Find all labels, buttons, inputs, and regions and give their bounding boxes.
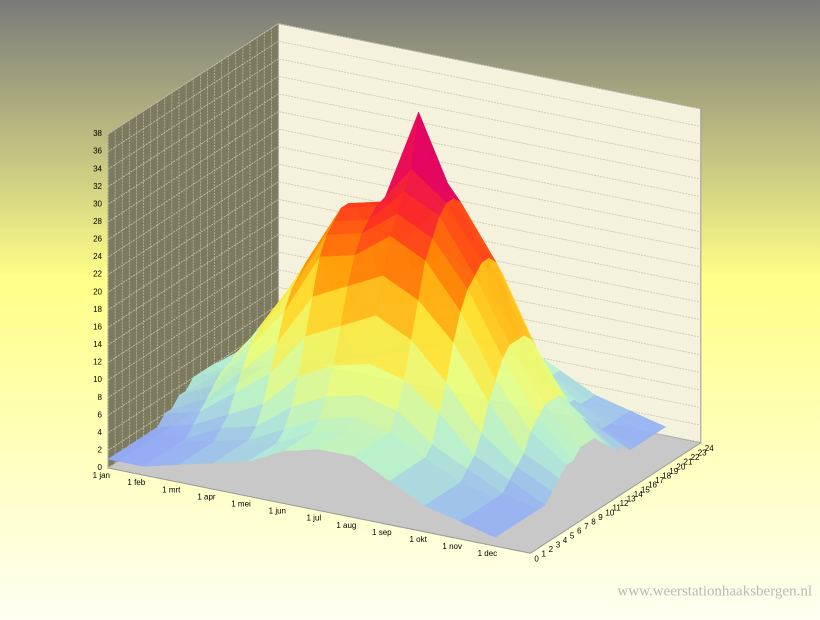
z-tick-label: 8 <box>591 518 596 527</box>
y-tick-label: 32 <box>93 182 102 191</box>
z-tick-label: 18 <box>662 472 671 481</box>
x-tick-label: 1 okt <box>409 535 427 544</box>
y-tick-label: 22 <box>93 270 102 279</box>
y-tick-label: 36 <box>93 147 102 156</box>
y-tick-label: 0 <box>98 463 103 472</box>
z-tick-label: 6 <box>577 527 582 536</box>
z-tick-label: 22 <box>691 453 700 462</box>
y-tick-label: 4 <box>98 428 103 437</box>
grid-line <box>107 198 701 311</box>
y-tick-label: 6 <box>98 410 103 419</box>
surface <box>107 111 667 538</box>
x-tick-label: 1 jan <box>93 471 110 480</box>
y-tick-label: 38 <box>93 129 102 138</box>
z-tick-label: 19 <box>669 467 678 476</box>
y-tick-label: 2 <box>98 446 103 455</box>
y-tick-label: 14 <box>93 340 102 349</box>
z-tick-label: 0 <box>534 554 539 563</box>
y-tick-label: 18 <box>93 305 102 314</box>
z-tick-label: 23 <box>698 449 707 458</box>
y-tick-label: 10 <box>93 375 102 384</box>
x-tick-label: 1 jul <box>307 514 322 523</box>
y-tick-label: 20 <box>93 287 102 296</box>
z-tick-label: 9 <box>598 513 603 522</box>
y-tick-label: 34 <box>93 164 102 173</box>
z-tick-label: 12 <box>620 499 629 508</box>
z-tick-label: 17 <box>655 476 664 485</box>
surface-cell <box>459 516 503 538</box>
watermark: www.weerstationhaaksbergen.nl <box>617 583 812 599</box>
x-tick-label: 1 mrt <box>162 485 181 494</box>
grid-line <box>107 75 701 188</box>
x-tick-label: 1 apr <box>197 492 216 501</box>
x-tick-label: 1 nov <box>442 542 462 551</box>
x-tick-label: 1 sep <box>372 528 392 537</box>
grid-line <box>107 216 701 328</box>
z-tick-label: 21 <box>684 458 693 467</box>
x-tick-label: 1 mei <box>231 500 251 509</box>
z-tick-label: 4 <box>563 536 568 545</box>
grid-line <box>107 93 701 205</box>
x-tick-label: 1 aug <box>336 521 356 530</box>
z-tick-label: 1 <box>542 550 547 559</box>
z-tick-label: 24 <box>705 444 714 453</box>
z-tick-label: 2 <box>549 545 554 554</box>
y-tick-label: 24 <box>93 252 102 261</box>
z-tick-label: 10 <box>605 508 614 517</box>
x-tick-label: 1 feb <box>127 478 145 487</box>
labels: 0246810121416182022242628303234363801234… <box>93 129 715 563</box>
y-tick-label: 26 <box>93 235 102 244</box>
y-tick-label: 16 <box>93 322 102 331</box>
z-tick-label: 7 <box>584 522 589 531</box>
z-tick-label: 3 <box>556 541 561 550</box>
y-tick-label: 30 <box>93 199 102 208</box>
z-tick-label: 13 <box>627 495 636 504</box>
z-tick-label: 14 <box>634 490 643 499</box>
y-tick-label: 28 <box>93 217 102 226</box>
y-tick-label: 8 <box>98 393 103 402</box>
x-tick-label: 1 jun <box>269 507 286 516</box>
z-tick-label: 11 <box>613 504 622 513</box>
z-tick-label: 16 <box>648 481 657 490</box>
z-tick-label: 15 <box>641 485 650 494</box>
z-tick-label: 20 <box>676 462 685 471</box>
y-tick-label: 12 <box>93 358 102 367</box>
grid-line <box>107 23 701 135</box>
z-tick-label: 5 <box>570 531 575 540</box>
x-tick-label: 1 dec <box>478 549 498 558</box>
